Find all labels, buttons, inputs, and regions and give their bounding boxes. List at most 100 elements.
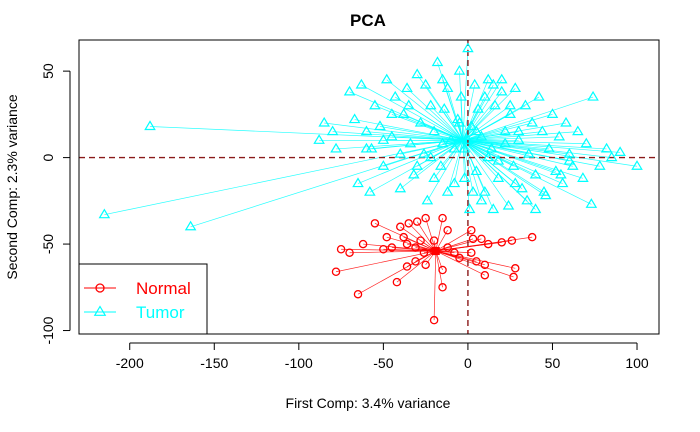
normal-spoke — [391, 247, 436, 252]
normal-spoke — [435, 250, 516, 269]
normal-spoke — [357, 250, 436, 295]
normal-point — [450, 248, 459, 257]
normal-point — [402, 262, 412, 271]
tumor-spoke — [462, 79, 503, 141]
normal-spoke — [433, 250, 437, 321]
tumor-point — [369, 99, 381, 110]
tumor-point — [631, 160, 643, 170]
tumor-point — [184, 220, 197, 231]
tumor-point — [566, 160, 579, 170]
tumor-point — [556, 177, 569, 188]
tumor-spoke — [433, 140, 464, 179]
normal-point — [477, 234, 486, 244]
tumor-point — [448, 142, 461, 153]
normal-point — [443, 243, 452, 252]
tumor-point — [418, 147, 430, 158]
x-tick-label: -200 — [116, 355, 144, 371]
tumor-point — [313, 134, 325, 144]
normal-point — [509, 272, 518, 282]
chart-title: PCA — [350, 11, 386, 30]
normal-point — [387, 243, 397, 252]
tumor-point — [487, 203, 500, 214]
tumor-point — [441, 186, 454, 196]
tumor-point — [453, 116, 466, 127]
tumor-point — [529, 203, 542, 214]
tumor-point — [453, 64, 466, 75]
tumor-point — [572, 125, 584, 136]
tumor-point — [519, 99, 532, 110]
tumor-spoke — [462, 96, 540, 141]
tumor-point — [463, 203, 476, 214]
y-axis: -100 -50 0 50 — [40, 63, 71, 345]
legend-normal-label: Normal — [136, 279, 191, 298]
normal-point — [429, 236, 439, 245]
tumor-point — [467, 186, 479, 196]
normal-point — [392, 277, 402, 287]
tumor-point — [479, 186, 491, 196]
tumor-spoke — [462, 140, 516, 184]
tumor-point — [419, 78, 432, 89]
tumor-spoke — [406, 88, 464, 141]
normal-point — [411, 257, 420, 266]
x-axis-label: First Comp: 3.4% variance — [286, 395, 451, 411]
tumor-point — [489, 99, 501, 110]
tumor-point — [533, 90, 545, 101]
tumor-point — [397, 108, 410, 118]
tumor-point — [512, 134, 525, 144]
tumor-point — [404, 137, 417, 148]
normal-point — [336, 245, 346, 254]
normal-point — [399, 232, 408, 242]
tumor-point — [499, 125, 511, 136]
tumor-point — [355, 78, 368, 89]
tumor-spoke — [430, 139, 464, 158]
normal-point — [429, 315, 439, 325]
tumor-point — [394, 147, 407, 158]
tumor-spoke — [462, 139, 592, 205]
tumor-point — [605, 151, 618, 162]
tumor-point — [402, 99, 415, 110]
tumor-point — [424, 99, 437, 110]
tumor-point — [441, 82, 454, 93]
tumor-point — [386, 108, 398, 118]
tumor-point — [550, 165, 562, 176]
legend: Normal Tumor — [78, 263, 208, 335]
tumor-spoke — [324, 122, 463, 141]
tumor-point — [431, 56, 444, 67]
tumor-spoke — [366, 131, 463, 141]
tumor-point — [475, 194, 488, 205]
tumor-point — [529, 168, 542, 179]
tumor-point — [538, 186, 550, 196]
normal-point — [382, 232, 392, 242]
tumor-point — [352, 177, 364, 188]
tumor-point — [509, 82, 522, 93]
normal-point — [480, 260, 490, 270]
tumor-spoke — [462, 140, 499, 179]
normal-point — [402, 239, 412, 249]
legend-tumor-marker — [93, 305, 107, 316]
tumor-spoke — [357, 139, 463, 184]
tumor-spoke — [361, 84, 464, 141]
normal-point — [483, 239, 493, 249]
normal-point — [421, 213, 430, 223]
normal-point — [511, 264, 520, 273]
tumor-point — [555, 168, 567, 179]
normal-point — [396, 222, 405, 232]
tumor-point — [364, 186, 376, 196]
tumor-spoke — [190, 139, 463, 228]
normal-point — [455, 253, 464, 263]
tumor-spoke — [462, 88, 516, 141]
tumor-point — [377, 160, 390, 170]
tumor-point — [330, 142, 342, 153]
normal-point — [353, 289, 363, 299]
tumor-point — [411, 68, 423, 79]
tumor-point — [438, 103, 451, 113]
tumor-point — [504, 99, 516, 110]
tumor-spoke — [462, 140, 545, 193]
normal-spoke — [435, 229, 472, 252]
tumor-spoke — [332, 131, 463, 141]
tumor-spoke — [462, 131, 477, 141]
tumor-spoke — [462, 140, 474, 193]
tumor-point — [389, 90, 402, 101]
tumor-spoke — [383, 139, 463, 167]
